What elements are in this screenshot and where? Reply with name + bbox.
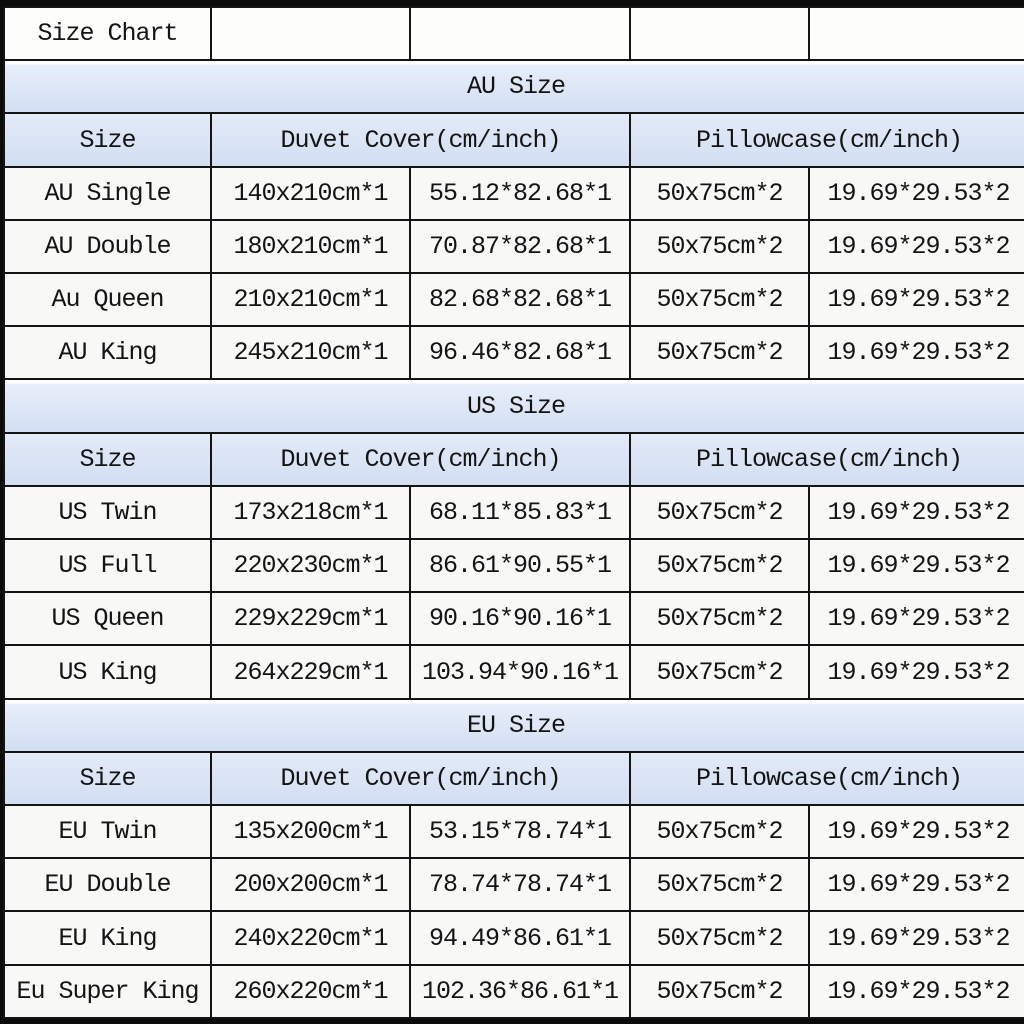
duvet-cm-cell: 229x229cm*1 xyxy=(210,591,411,647)
size-name-cell: EU King xyxy=(3,910,212,966)
size-name-cell: Au Queen xyxy=(3,272,212,328)
empty-cell xyxy=(210,5,411,62)
pillow-cm-cell: 50x75cm*2 xyxy=(629,591,810,647)
table-row: US Twin 173x218cm*1 68.11*85.83*1 50x75c… xyxy=(3,484,1024,541)
pillow-inch-cell: 19.69*29.53*2 xyxy=(808,165,1024,221)
section-label-us: US Size xyxy=(3,378,1024,434)
column-header-pillowcase: Pillowcase(cm/inch) xyxy=(629,750,1024,807)
pillow-cm-cell: 50x75cm*2 xyxy=(629,857,810,913)
duvet-inch-cell: 82.68*82.68*1 xyxy=(409,272,631,328)
column-header-size: Size xyxy=(3,431,212,487)
duvet-cm-cell: 200x200cm*1 xyxy=(210,857,411,913)
pillow-cm-cell: 50x75cm*2 xyxy=(629,644,810,700)
duvet-cm-cell: 173x218cm*1 xyxy=(210,484,411,541)
column-header-row-us: Size Duvet Cover(cm/inch) Pillowcase(cm/… xyxy=(3,431,1024,487)
size-name-cell: US Queen xyxy=(3,591,212,647)
column-header-row-eu: Size Duvet Cover(cm/inch) Pillowcase(cm/… xyxy=(3,750,1024,807)
pillow-inch-cell: 19.69*29.53*2 xyxy=(808,644,1024,700)
duvet-inch-cell: 96.46*82.68*1 xyxy=(409,325,631,381)
size-name-cell: EU Twin xyxy=(3,804,212,860)
pillow-inch-cell: 19.69*29.53*2 xyxy=(808,538,1024,594)
size-name-cell: Eu Super King xyxy=(3,963,212,1020)
empty-cell xyxy=(808,5,1024,62)
duvet-cm-cell: 220x230cm*1 xyxy=(210,538,411,594)
duvet-cm-cell: 180x210cm*1 xyxy=(210,218,411,275)
size-table: Size Chart AU Size Size Duvet Cover(cm/i… xyxy=(3,5,1024,1020)
pillow-inch-cell: 19.69*29.53*2 xyxy=(808,218,1024,275)
column-header-row-au: Size Duvet Cover(cm/inch) Pillowcase(cm/… xyxy=(3,112,1024,168)
empty-cell xyxy=(629,5,810,62)
table-row: AU King 245x210cm*1 96.46*82.68*1 50x75c… xyxy=(3,325,1024,381)
duvet-cm-cell: 135x200cm*1 xyxy=(210,804,411,860)
size-name-cell: US King xyxy=(3,644,212,700)
pillow-cm-cell: 50x75cm*2 xyxy=(629,538,810,594)
duvet-inch-cell: 55.12*82.68*1 xyxy=(409,165,631,221)
duvet-inch-cell: 102.36*86.61*1 xyxy=(409,963,631,1020)
size-name-cell: EU Double xyxy=(3,857,212,913)
pillow-inch-cell: 19.69*29.53*2 xyxy=(808,963,1024,1020)
size-name-cell: AU King xyxy=(3,325,212,381)
size-name-cell: US Full xyxy=(3,538,212,594)
pillow-cm-cell: 50x75cm*2 xyxy=(629,804,810,860)
size-name-cell: US Twin xyxy=(3,484,212,541)
column-header-pillowcase: Pillowcase(cm/inch) xyxy=(629,431,1024,487)
duvet-inch-cell: 86.61*90.55*1 xyxy=(409,538,631,594)
column-header-duvet-cover: Duvet Cover(cm/inch) xyxy=(210,112,631,168)
duvet-cm-cell: 240x220cm*1 xyxy=(210,910,411,966)
duvet-inch-cell: 78.74*78.74*1 xyxy=(409,857,631,913)
duvet-cm-cell: 210x210cm*1 xyxy=(210,272,411,328)
duvet-cm-cell: 140x210cm*1 xyxy=(210,165,411,221)
pillow-cm-cell: 50x75cm*2 xyxy=(629,325,810,381)
pillow-cm-cell: 50x75cm*2 xyxy=(629,165,810,221)
title-row: Size Chart xyxy=(3,5,1024,62)
duvet-cm-cell: 245x210cm*1 xyxy=(210,325,411,381)
table-row: US Full 220x230cm*1 86.61*90.55*1 50x75c… xyxy=(3,538,1024,594)
duvet-inch-cell: 70.87*82.68*1 xyxy=(409,218,631,275)
section-label-eu: EU Size xyxy=(3,697,1024,753)
table-row: EU Twin 135x200cm*1 53.15*78.74*1 50x75c… xyxy=(3,804,1024,860)
column-header-duvet-cover: Duvet Cover(cm/inch) xyxy=(210,431,631,487)
pillow-inch-cell: 19.69*29.53*2 xyxy=(808,857,1024,913)
pillow-inch-cell: 19.69*29.53*2 xyxy=(808,484,1024,541)
empty-cell xyxy=(409,5,631,62)
table-row: Eu Super King 260x220cm*1 102.36*86.61*1… xyxy=(3,963,1024,1020)
section-band-au: AU Size xyxy=(3,59,1024,115)
duvet-inch-cell: 103.94*90.16*1 xyxy=(409,644,631,700)
column-header-pillowcase: Pillowcase(cm/inch) xyxy=(629,112,1024,168)
column-header-duvet-cover: Duvet Cover(cm/inch) xyxy=(210,750,631,807)
pillow-inch-cell: 19.69*29.53*2 xyxy=(808,272,1024,328)
table-row: EU Double 200x200cm*1 78.74*78.74*1 50x7… xyxy=(3,857,1024,913)
pillow-cm-cell: 50x75cm*2 xyxy=(629,963,810,1020)
table-row: AU Double 180x210cm*1 70.87*82.68*1 50x7… xyxy=(3,218,1024,275)
table-row: US Queen 229x229cm*1 90.16*90.16*1 50x75… xyxy=(3,591,1024,647)
size-name-cell: AU Double xyxy=(3,218,212,275)
table-row: AU Single 140x210cm*1 55.12*82.68*1 50x7… xyxy=(3,165,1024,221)
table-row: EU King 240x220cm*1 94.49*86.61*1 50x75c… xyxy=(3,910,1024,966)
pillow-cm-cell: 50x75cm*2 xyxy=(629,484,810,541)
duvet-inch-cell: 68.11*85.83*1 xyxy=(409,484,631,541)
pillow-cm-cell: 50x75cm*2 xyxy=(629,910,810,966)
table-row: US King 264x229cm*1 103.94*90.16*1 50x75… xyxy=(3,644,1024,700)
column-header-size: Size xyxy=(3,112,212,168)
table-row: Au Queen 210x210cm*1 82.68*82.68*1 50x75… xyxy=(3,272,1024,328)
duvet-cm-cell: 260x220cm*1 xyxy=(210,963,411,1020)
chart-title-cell: Size Chart xyxy=(3,5,212,62)
duvet-inch-cell: 94.49*86.61*1 xyxy=(409,910,631,966)
pillow-cm-cell: 50x75cm*2 xyxy=(629,218,810,275)
pillow-inch-cell: 19.69*29.53*2 xyxy=(808,804,1024,860)
pillow-inch-cell: 19.69*29.53*2 xyxy=(808,910,1024,966)
duvet-inch-cell: 90.16*90.16*1 xyxy=(409,591,631,647)
duvet-inch-cell: 53.15*78.74*1 xyxy=(409,804,631,860)
pillow-cm-cell: 50x75cm*2 xyxy=(629,272,810,328)
section-label-au: AU Size xyxy=(3,59,1024,115)
pillow-inch-cell: 19.69*29.53*2 xyxy=(808,591,1024,647)
pillow-inch-cell: 19.69*29.53*2 xyxy=(808,325,1024,381)
section-band-us: US Size xyxy=(3,378,1024,434)
column-header-size: Size xyxy=(3,750,212,807)
section-band-eu: EU Size xyxy=(3,697,1024,753)
duvet-cm-cell: 264x229cm*1 xyxy=(210,644,411,700)
size-name-cell: AU Single xyxy=(3,165,212,221)
